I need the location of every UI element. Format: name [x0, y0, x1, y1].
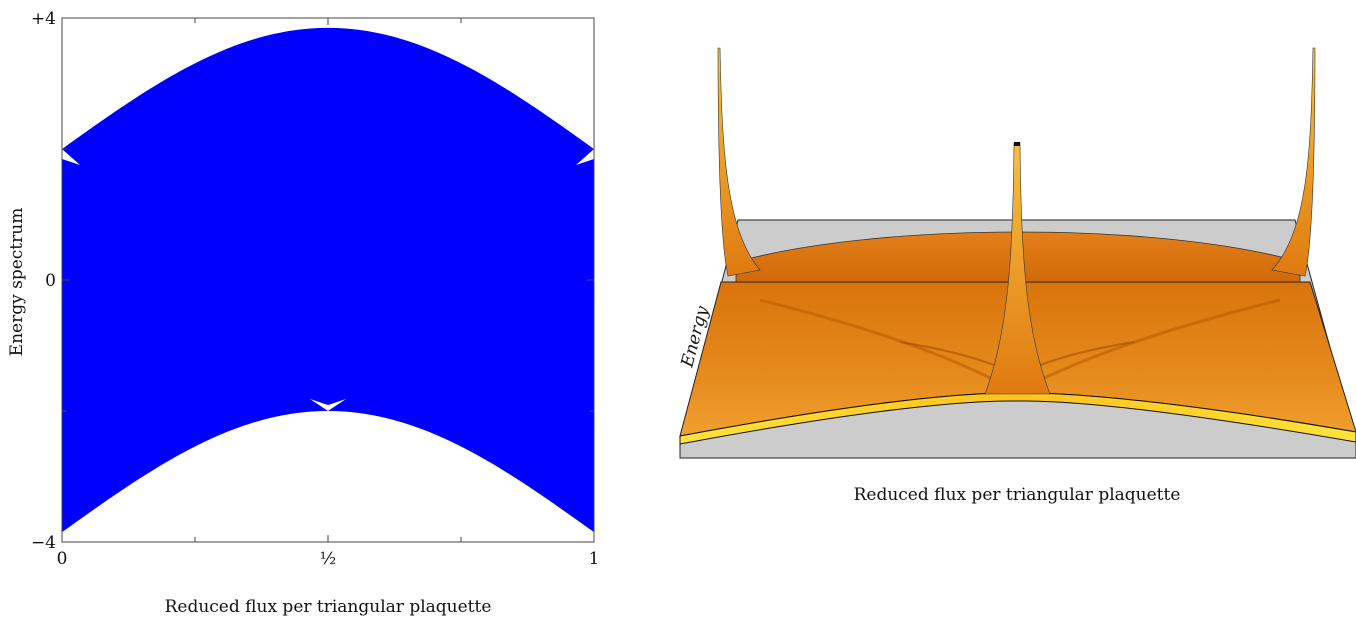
surface-x-axis-label: Reduced flux per triangular plaquette: [854, 485, 1181, 505]
y-tick-label: +4: [31, 9, 56, 29]
y-axis-label: Energy spectrum: [7, 208, 27, 357]
y-tick-label: 0: [45, 271, 56, 291]
density-of-states-surface: Energy Reduced flux per triangular plaqu…: [677, 48, 1356, 505]
x-tick-label: ½: [320, 549, 336, 569]
energy-spectrum-chart: 0 ½ 1+40−4 Reduced flux per triangular pla…: [7, 9, 599, 617]
spike-center-tip: [1014, 142, 1020, 146]
x-axis-label: Reduced flux per triangular plaquette: [165, 597, 492, 617]
energy-band-area: [62, 28, 594, 532]
x-tick-label: 1: [589, 549, 600, 569]
x-tick-label: 0: [57, 549, 68, 569]
y-tick-label: −4: [31, 533, 56, 553]
